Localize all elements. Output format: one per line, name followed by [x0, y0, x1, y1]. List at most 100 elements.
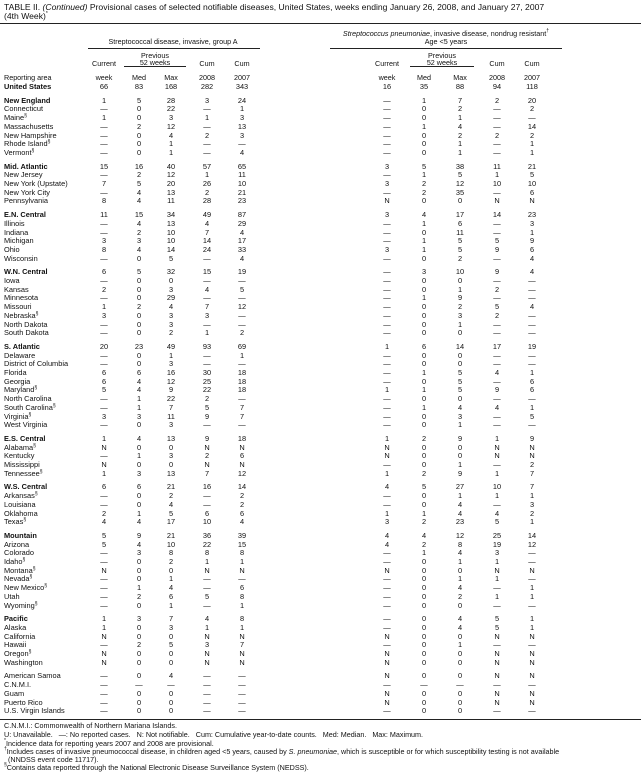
cell-prev-med: 0	[136, 600, 142, 610]
reporting-area: Georgia	[4, 376, 31, 387]
cell-prev-max: 5	[168, 508, 174, 518]
cell-current-week: 6	[101, 267, 107, 277]
cell-cum-2007-spn: 9	[529, 433, 535, 443]
cell-current-week-spn: —	[383, 187, 391, 197]
cell-prev-med-spn: 0	[421, 657, 427, 667]
max-label-2: Max	[453, 73, 467, 82]
table-row: Idaho§ — 0 2 1 1 — 0 1 1 —	[0, 557, 641, 567]
cell-current-week: —	[100, 583, 108, 593]
cell-prev-med-spn: —	[420, 680, 428, 690]
cell-current-week: —	[100, 293, 108, 303]
cell-cum-2007: —	[238, 671, 246, 681]
cell-current-week-spn: —	[383, 253, 391, 263]
cell-prev-max: 9	[168, 385, 174, 395]
area-name: Georgia	[4, 376, 31, 386]
cell-current-week-spn: —	[383, 583, 391, 593]
cell-cum-2007: 19	[237, 267, 247, 277]
cell-cum-2007-spn: 2	[529, 508, 535, 518]
cell-prev-med: 1	[136, 451, 142, 461]
cell-cum-2008-spn: —	[493, 640, 501, 650]
table-row: North Carolina —1 22 2— —0 0— —	[0, 394, 641, 404]
cell-prev-max: 5	[168, 640, 174, 650]
footnote-mark: §	[29, 574, 33, 581]
reporting-area: U.S. Virgin Islands	[4, 706, 65, 716]
footnote-mark: §	[44, 583, 48, 590]
cell-prev-med-spn: 0	[421, 622, 427, 632]
cell-current-week-spn: 3	[384, 210, 390, 220]
cell-prev-max-spn: 4	[457, 614, 463, 624]
cell-cum-2008-spn: N	[494, 657, 500, 667]
cell-prev-max: 168	[164, 82, 178, 91]
star-mark: *	[4, 738, 6, 744]
cell-current-week: —	[100, 104, 108, 114]
cell-cum-2007-spn: 118	[526, 82, 538, 91]
cell-prev-med-spn: 0	[421, 147, 427, 157]
cell-cum-2007-spn: —	[528, 284, 536, 294]
cell-cum-2007: 1	[239, 557, 245, 566]
cell-prev-max: 8	[168, 548, 174, 558]
cell-cum-2007-spn: —	[528, 310, 536, 320]
cell-prev-med: 0	[136, 420, 142, 430]
cell-cum-2008: 49	[202, 210, 212, 220]
cell-prev-max-spn: 0	[457, 706, 463, 716]
area-name: Missouri	[4, 302, 32, 312]
cell-prev-med: 1	[136, 402, 142, 412]
cell-cum-2008: 93	[202, 341, 212, 351]
cell-cum-2007-spn: 9	[529, 236, 535, 246]
cell-cum-2008: 10	[202, 517, 212, 527]
cell-current-week: —	[100, 147, 108, 157]
cell-prev-max: 22	[166, 394, 176, 404]
cell-cum-2007-spn: —	[528, 319, 536, 329]
cell-current-week-spn: —	[383, 276, 391, 285]
cell-prev-med-spn: 5	[421, 161, 427, 171]
cell-cum-2008: 25	[202, 376, 212, 386]
cell-cum-2008-spn: 1	[494, 468, 500, 478]
cell-prev-med: 6	[136, 482, 142, 492]
cell-prev-max-spn: 1	[457, 491, 463, 501]
area-name: Maryland	[4, 385, 35, 395]
cell-current-week: 4	[101, 517, 107, 527]
table-row: Tennessee§ 1 3 13 7 12 1 2 9 1 7	[0, 468, 641, 479]
cell-cum-2007-spn: 2	[529, 460, 535, 469]
reporting-area: Pennsylvania	[4, 197, 48, 206]
table-row: West Virginia — 0 3 — — — 0 1 — —	[0, 420, 641, 430]
cell-cum-2008-spn: —	[493, 460, 501, 469]
cell-current-week: —	[100, 319, 108, 329]
cell-current-week-spn: 16	[382, 82, 392, 91]
area-name: Alabama	[4, 442, 34, 452]
area-name: E.S. Central	[4, 433, 46, 443]
region-row: W.S. Central 6 6 21 16 14 4 5 27 10 7	[0, 483, 641, 492]
cell-cum-2007: 12	[237, 302, 247, 312]
cell-current-week: 66	[99, 82, 109, 91]
cell-cum-2007-spn: —	[528, 276, 536, 285]
cell-prev-max: 3	[168, 284, 174, 294]
cell-current-week: —	[100, 139, 108, 149]
cell-prev-med-spn: 0	[421, 631, 427, 641]
area-name: Texas	[4, 517, 24, 527]
cell-current-week-spn: —	[383, 368, 391, 377]
cell-current-week-spn: —	[383, 130, 391, 140]
cell-prev-max: 13	[166, 218, 176, 228]
cell-prev-max: 10	[166, 236, 176, 246]
reporting-area: Oklahoma	[4, 509, 38, 519]
area-name: Nebraska	[4, 310, 36, 320]
cell-prev-max: 1	[168, 139, 174, 149]
cell-current-week-spn: —	[383, 227, 391, 237]
reporting-area: New York (Upstate)	[4, 179, 68, 189]
cell-cum-2007-spn: —	[528, 680, 536, 690]
cell-prev-med: 0	[136, 688, 142, 698]
table-row: Delaware — 0 1 — 1 — 0 0 — —	[0, 351, 641, 361]
cell-prev-max: 3	[168, 359, 174, 369]
area-name: Idaho	[4, 557, 23, 566]
cell-cum-2008: 7	[204, 227, 210, 237]
reporting-area: Vermont§	[4, 148, 34, 158]
cell-prev-med-spn: 1	[421, 218, 427, 228]
area-name: C.N.M.I.	[4, 680, 32, 690]
cell-current-week-spn: —	[383, 113, 391, 123]
area-name: Florida	[4, 368, 27, 377]
cell-prev-med: 2	[136, 121, 142, 131]
region-row: E.S. Central 1 4 13 9 18 1 2 9 1 9	[0, 433, 641, 444]
cell-cum-2008: 3	[204, 310, 210, 320]
cell-prev-med: 1	[136, 394, 142, 404]
cell-cum-2008: N	[204, 649, 210, 658]
